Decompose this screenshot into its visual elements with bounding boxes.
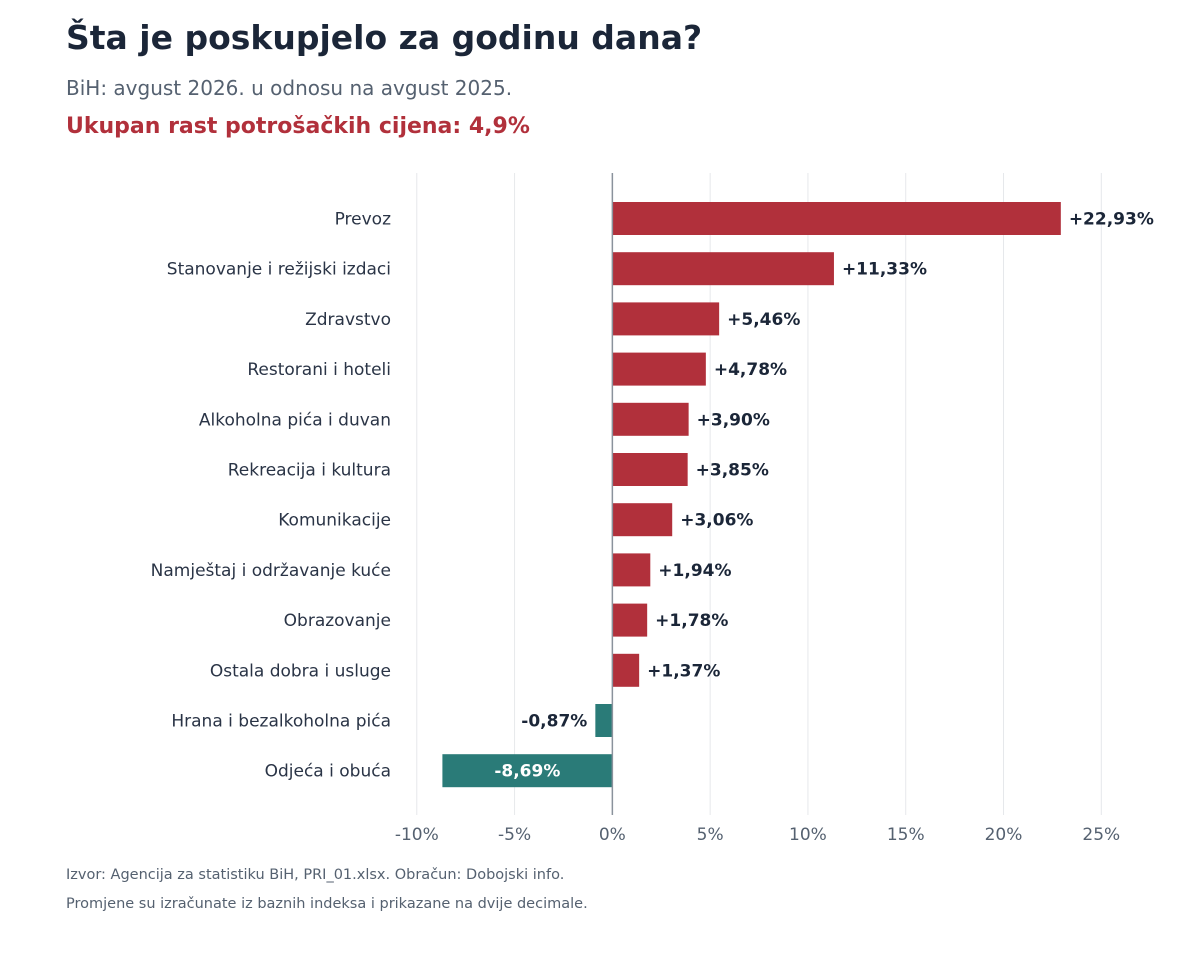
category-label: Rekreacija i kultura <box>228 461 391 481</box>
data-label: +4,78% <box>714 360 787 380</box>
category-label: Hrana i bezalkoholna pića <box>171 712 391 732</box>
x-tick-label: 15% <box>887 825 925 845</box>
bar <box>595 704 613 737</box>
bar <box>612 252 834 286</box>
x-tick-label: 0% <box>599 825 626 845</box>
bar <box>612 603 648 637</box>
bar <box>612 453 688 486</box>
bar <box>612 302 720 336</box>
bar <box>442 754 613 788</box>
category-label: Obrazovanje <box>284 611 391 631</box>
category-label: Alkoholna pića i duvan <box>199 410 391 430</box>
x-tick-label: 20% <box>985 825 1023 845</box>
data-label: +3,85% <box>696 461 769 481</box>
x-tick-label: 10% <box>789 825 827 845</box>
category-label: Ostala dobra i usluge <box>210 661 391 681</box>
data-label: +5,46% <box>727 310 800 330</box>
x-tick-label: 5% <box>697 825 724 845</box>
chart-subtitle: BiH: avgust 2026. u odnosu na avgust 202… <box>66 76 513 100</box>
x-tick-label: 25% <box>1082 825 1120 845</box>
data-label: -8,69% <box>494 762 560 782</box>
category-label: Komunikacije <box>278 511 391 531</box>
chart-title: Šta je poskupjelo za godinu dana? <box>66 18 703 57</box>
bar <box>612 503 673 537</box>
category-label: Restorani i hoteli <box>247 360 391 380</box>
data-label: +1,94% <box>658 561 731 581</box>
category-label: Namještaj i održavanje kuće <box>151 561 391 581</box>
bar <box>612 202 1061 235</box>
bar <box>612 402 689 436</box>
category-label: Stanovanje i režijski izdaci <box>167 260 391 280</box>
method-note: Promjene su izračunate iz baznih indeksa… <box>66 896 588 912</box>
data-label: +1,78% <box>655 611 728 631</box>
data-label: +11,33% <box>842 260 927 280</box>
category-label: Prevoz <box>335 210 391 230</box>
category-label: Odjeća i obuća <box>265 762 391 782</box>
data-label: +3,06% <box>680 511 753 531</box>
bar <box>612 653 640 687</box>
data-label: +3,90% <box>697 410 770 430</box>
inflation-highlight: Ukupan rast potrošačkih cijena: 4,9% <box>66 114 530 139</box>
source-note: Izvor: Agencija za statistiku BiH, PRI_0… <box>66 867 565 883</box>
category-label: Zdravstvo <box>305 310 391 330</box>
x-tick-label: -10% <box>395 825 439 845</box>
x-tick-label: -5% <box>498 825 531 845</box>
data-label: +1,37% <box>647 661 720 681</box>
data-label: -0,87% <box>521 712 587 732</box>
bar <box>612 352 706 386</box>
data-label: +22,93% <box>1069 210 1154 230</box>
bar <box>612 553 651 587</box>
